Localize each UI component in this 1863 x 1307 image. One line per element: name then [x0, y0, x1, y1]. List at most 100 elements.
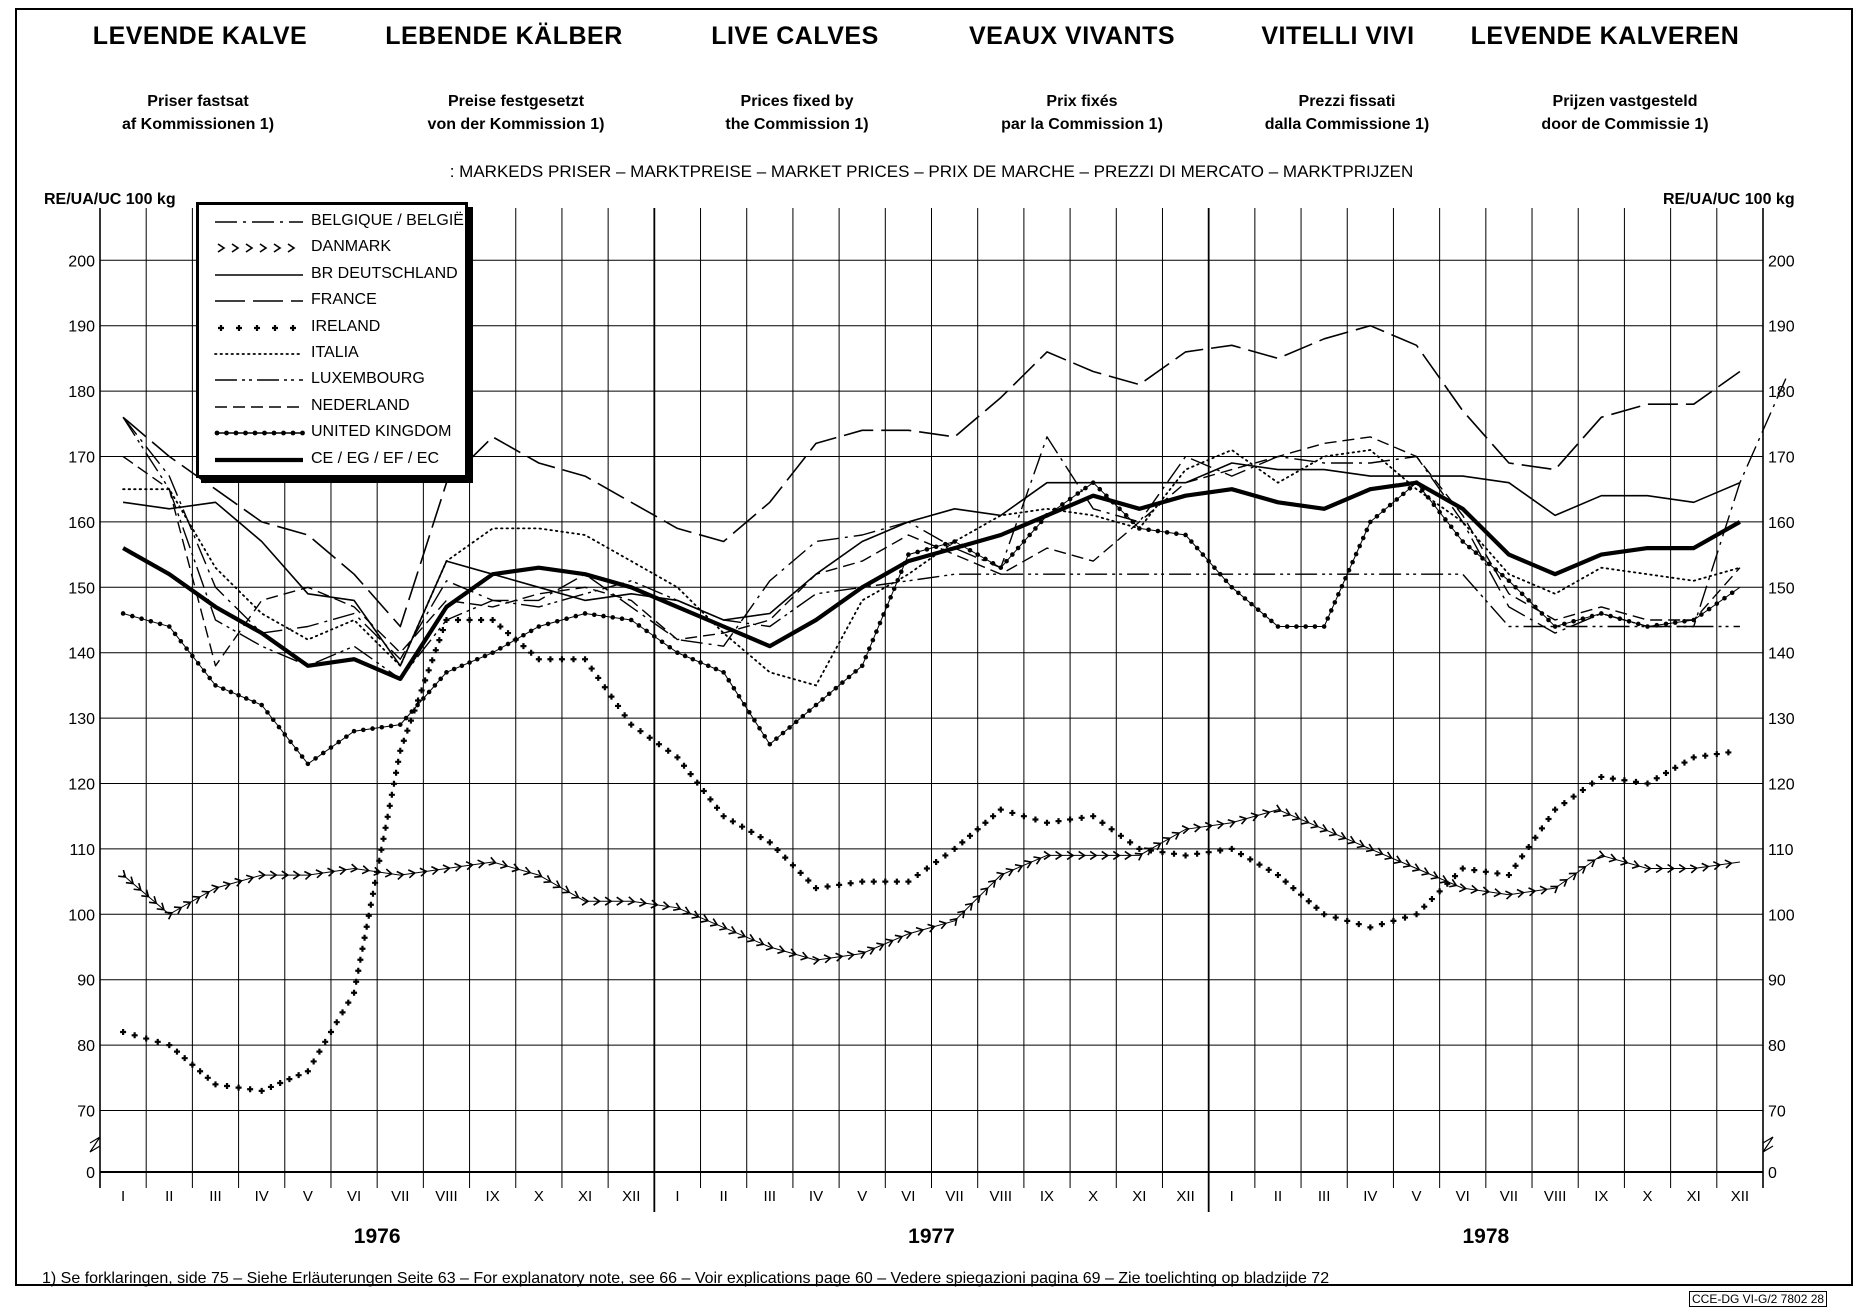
series-marker-danmark — [800, 951, 809, 961]
series-marker-united-kingdom — [975, 552, 980, 557]
series-marker-united-kingdom — [1262, 613, 1268, 618]
series-marker-ireland — [520, 643, 527, 650]
footnote: 1) Se forklaringen, side 75 – Siehe Erlä… — [42, 1270, 1330, 1287]
series-marker-ireland — [345, 999, 352, 1006]
series-marker-united-kingdom — [1460, 539, 1466, 544]
series-marker-united-kingdom — [228, 689, 234, 695]
series-marker-ireland — [304, 1068, 311, 1075]
series-marker-united-kingdom — [130, 613, 135, 619]
series-marker-united-kingdom — [800, 713, 806, 719]
series-marker-danmark — [1393, 855, 1403, 864]
series-marker-united-kingdom — [1467, 544, 1472, 550]
x-tick-label-month: VI — [901, 1188, 915, 1205]
series-marker-united-kingdom — [1249, 601, 1254, 607]
series-marker-ireland — [923, 865, 930, 872]
series-marker-danmark — [949, 917, 958, 926]
series-marker-ireland — [1471, 867, 1478, 874]
series-marker-danmark — [1291, 812, 1301, 821]
y-tick-label-left: 80 — [77, 1038, 95, 1055]
series-marker-ireland — [748, 828, 755, 835]
series-marker-danmark — [183, 901, 192, 910]
series-marker-united-kingdom — [201, 668, 207, 673]
series-marker-ireland — [547, 656, 554, 663]
x-tick-label-month: XII — [1731, 1188, 1749, 1205]
series-marker-danmark — [996, 871, 1005, 881]
series-marker-danmark — [338, 865, 347, 876]
axis-break-left — [89, 1136, 101, 1153]
series-marker-united-kingdom — [282, 732, 288, 737]
series-marker-united-kingdom — [139, 616, 144, 621]
series-marker-ireland — [1378, 921, 1385, 928]
series-marker-united-kingdom — [644, 628, 649, 634]
series-marker-united-kingdom — [601, 613, 606, 619]
series-marker-danmark — [1470, 884, 1479, 895]
y-tick-label-right: 100 — [1768, 907, 1795, 924]
series-marker-danmark — [1089, 850, 1098, 861]
series-marker-united-kingdom — [184, 646, 189, 651]
series-marker-ireland — [601, 684, 608, 691]
series-marker-ireland — [836, 881, 843, 888]
series-marker-united-kingdom — [1346, 567, 1352, 573]
series-marker-united-kingdom — [1381, 508, 1386, 513]
series-marker-ireland — [595, 674, 602, 681]
x-tick-label-month: X — [1643, 1188, 1653, 1205]
series-marker-united-kingdom — [213, 683, 218, 688]
x-tick-label-year: 1978 — [1462, 1225, 1509, 1248]
series-marker-danmark — [1493, 888, 1502, 898]
series-marker-united-kingdom — [474, 656, 480, 662]
axis-break-right — [1762, 1136, 1774, 1153]
series-marker-united-kingdom — [636, 623, 642, 628]
series-marker-united-kingdom — [1714, 601, 1720, 606]
series-marker-united-kingdom — [1654, 622, 1660, 628]
x-tick-label-month: XI — [578, 1188, 592, 1205]
series-marker-united-kingdom — [1533, 604, 1538, 610]
series-marker-danmark — [1005, 867, 1015, 877]
series-marker-ireland — [154, 1038, 161, 1045]
series-marker-ireland — [882, 878, 889, 885]
series-marker-ireland — [388, 791, 395, 798]
series-marker-ireland — [1532, 834, 1539, 841]
series-marker-united-kingdom — [891, 586, 897, 592]
legend-swatch — [214, 353, 304, 355]
chart-frame — [15, 8, 1853, 1286]
series-marker-danmark — [1516, 888, 1525, 899]
series-marker-ireland — [1452, 873, 1459, 880]
series-marker-danmark — [201, 890, 211, 899]
series-marker-united-kingdom — [299, 754, 305, 759]
series-marker-united-kingdom — [1454, 531, 1460, 537]
series-marker-united-kingdom — [881, 612, 886, 617]
series-marker-ireland — [432, 647, 439, 654]
series-marker-united-kingdom — [288, 739, 293, 745]
series-marker-united-kingdom — [1275, 624, 1281, 629]
series-marker-united-kingdom — [1672, 620, 1678, 625]
series-marker-united-kingdom — [705, 663, 711, 669]
x-tick-label-month: XII — [1176, 1188, 1194, 1205]
series-marker-united-kingdom — [444, 670, 449, 675]
series-marker-danmark — [1449, 878, 1458, 888]
series-marker-united-kingdom — [943, 541, 948, 547]
series-marker-united-kingdom — [793, 719, 799, 725]
series-marker-united-kingdom — [628, 617, 634, 623]
series-marker-ireland — [369, 890, 376, 897]
series-marker-danmark — [1644, 863, 1652, 874]
series-marker-united-kingdom — [370, 726, 375, 731]
series-marker-danmark — [350, 863, 359, 873]
series-marker-united-kingdom — [1407, 485, 1413, 491]
series-marker-united-kingdom — [1387, 502, 1393, 508]
series-marker-ireland — [386, 802, 393, 809]
series-marker-danmark — [258, 870, 267, 880]
series-marker-united-kingdom — [265, 710, 270, 715]
series-marker-ireland — [757, 834, 764, 841]
legend-label: NEDERLAND — [311, 396, 410, 414]
chart-legend: BELGIQUE / BELGIË DANMARK BR DEUTSCHLAND FR… — [196, 202, 468, 478]
series-marker-united-kingdom — [682, 653, 688, 659]
series-marker-danmark — [1171, 831, 1181, 840]
series-marker-ireland — [1298, 891, 1305, 898]
series-marker-united-kingdom — [1325, 616, 1331, 621]
series-marker-ireland — [766, 839, 773, 846]
series-marker-danmark — [133, 882, 142, 892]
x-tick-label-month: I — [121, 1188, 125, 1205]
legend-swatch — [218, 324, 296, 331]
series-marker-danmark — [1384, 851, 1393, 861]
series-marker-united-kingdom — [482, 653, 488, 659]
